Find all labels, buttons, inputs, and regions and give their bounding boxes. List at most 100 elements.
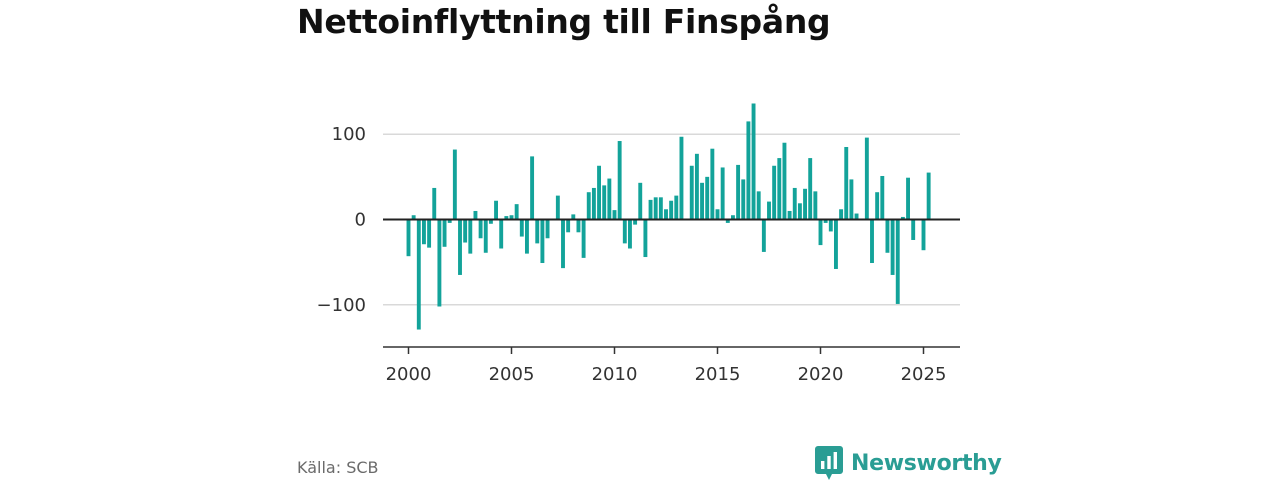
bar: [777, 158, 782, 220]
bar: [442, 219, 447, 247]
x-tick-label: 2020: [798, 364, 844, 385]
bar: [844, 146, 849, 220]
bar: [797, 203, 802, 220]
bar: [664, 209, 668, 220]
bar: [900, 216, 905, 220]
bar: [519, 219, 524, 237]
bar: [782, 142, 787, 220]
bar: [911, 219, 916, 240]
bar: [808, 158, 813, 220]
bar: [710, 148, 715, 220]
bar: [437, 219, 442, 307]
bar: [705, 176, 710, 220]
bar: [921, 219, 926, 251]
bar: [834, 219, 838, 269]
bar: [633, 219, 638, 225]
bar: [540, 219, 545, 264]
bar: [463, 219, 468, 243]
bar: [756, 191, 761, 220]
bar: [473, 210, 478, 220]
bar: [885, 219, 890, 253]
bar: [504, 216, 509, 220]
bar: [648, 199, 653, 220]
bar: [597, 165, 601, 220]
bar: [895, 219, 900, 304]
newsworthy-logo-icon: [815, 446, 843, 480]
bar: [880, 175, 885, 220]
bar: [638, 182, 643, 220]
bar: [787, 210, 792, 220]
bar: [622, 219, 627, 244]
bar: [483, 219, 488, 253]
bar: [509, 215, 514, 220]
bar: [468, 219, 473, 254]
bar: [561, 219, 565, 269]
brand-name: Newsworthy: [851, 450, 1002, 476]
bar: [890, 219, 895, 275]
bar: [591, 187, 596, 220]
x-tick-label: 2000: [386, 364, 432, 385]
bar: [488, 219, 493, 224]
y-tick-label: 100: [332, 124, 366, 145]
bar: [731, 215, 735, 220]
bar: [422, 219, 426, 245]
bar: [823, 219, 828, 223]
bar: [679, 136, 684, 220]
bar: [741, 179, 746, 220]
bar: [849, 179, 854, 220]
bar: [514, 204, 519, 220]
bar: [478, 219, 483, 239]
source-label: Källa: SCB: [297, 458, 379, 477]
bar: [813, 191, 818, 220]
bar: [792, 187, 797, 220]
bar: [566, 219, 571, 233]
bar: [700, 182, 704, 220]
bar: [571, 214, 576, 220]
x-tick-label: 2015: [695, 364, 741, 385]
bar: [617, 141, 622, 220]
bar: [545, 219, 550, 239]
bar: [432, 187, 437, 220]
bar: [458, 219, 462, 275]
bar: [906, 177, 910, 220]
bar: [602, 185, 607, 220]
bar: [870, 219, 874, 264]
bar: [674, 195, 679, 220]
bar: [653, 197, 658, 220]
bar: [535, 219, 540, 244]
bar: [406, 219, 411, 257]
bar: [725, 219, 730, 223]
bar: [803, 188, 807, 220]
bar: [530, 156, 535, 220]
bar: [581, 219, 586, 258]
bar: [767, 201, 771, 220]
bar: [854, 213, 859, 220]
bar: [715, 209, 720, 220]
bar: [452, 149, 457, 220]
bar: [607, 178, 612, 220]
bar: [499, 219, 504, 249]
bar: [643, 219, 648, 258]
bar: [447, 219, 452, 223]
bar: [761, 219, 766, 252]
bar: [658, 197, 663, 220]
bar: [689, 165, 694, 220]
bar: [411, 215, 416, 220]
bar: [926, 172, 931, 220]
y-tick-label: −100: [317, 295, 366, 316]
bar: [828, 219, 833, 232]
bar: [818, 219, 823, 246]
bar: [720, 167, 725, 220]
bar: [586, 192, 591, 220]
bar: [772, 165, 777, 220]
newsworthy-logo[interactable]: Newsworthy: [815, 446, 1002, 480]
chart-title: Nettoinflyttning till Finspång: [297, 2, 831, 41]
bar: [746, 121, 751, 220]
bar: [416, 219, 421, 330]
bar: [525, 219, 529, 254]
x-tick-label: 2005: [489, 364, 535, 385]
bar: [576, 219, 581, 233]
bar: [612, 210, 617, 220]
bar: [628, 219, 632, 249]
